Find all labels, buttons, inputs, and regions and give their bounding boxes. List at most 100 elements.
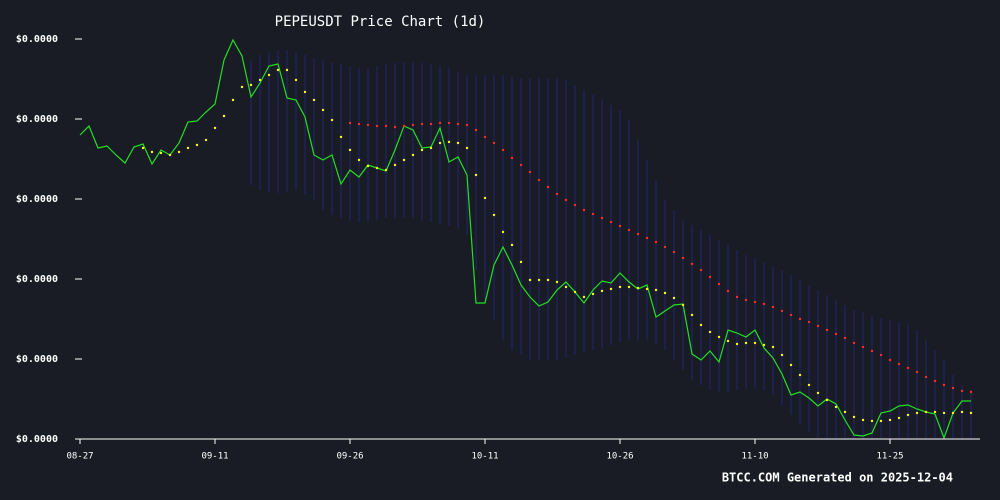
- average-dot: [393, 125, 397, 129]
- average-dot: [375, 166, 379, 170]
- average-dot: [708, 330, 712, 334]
- average-dot: [573, 203, 577, 207]
- average-dot: [879, 353, 883, 357]
- average-dot: [789, 363, 793, 367]
- average-dot: [384, 124, 388, 128]
- average-dot: [807, 320, 811, 324]
- average-dot: [762, 302, 766, 306]
- average-dot: [492, 141, 496, 145]
- average-dot: [951, 386, 955, 390]
- average-dot: [888, 418, 892, 422]
- average-dot: [528, 170, 532, 174]
- average-dot: [330, 118, 334, 122]
- average-dot: [816, 324, 820, 328]
- average-dot: [681, 303, 685, 307]
- average-dot: [474, 128, 478, 132]
- average-dot: [375, 124, 379, 128]
- average-dot: [717, 335, 721, 339]
- chart-title: PEPEUSDT Price Chart (1d): [275, 14, 486, 30]
- average-dot: [933, 379, 937, 383]
- average-dot: [258, 78, 262, 82]
- x-tick-label: 08-27: [66, 452, 93, 462]
- average-dot: [573, 290, 577, 294]
- average-dot: [834, 405, 838, 409]
- average-dot: [942, 383, 946, 387]
- average-dot: [717, 282, 721, 286]
- average-dot: [429, 146, 433, 150]
- average-dot: [798, 373, 802, 377]
- average-dot: [393, 163, 397, 167]
- average-dot: [618, 224, 622, 228]
- average-dot: [735, 342, 739, 346]
- average-dot: [663, 245, 667, 249]
- average-dot: [276, 68, 280, 72]
- average-dot: [501, 230, 505, 234]
- average-dot: [546, 185, 550, 189]
- average-dot: [960, 410, 964, 414]
- average-dot: [834, 332, 838, 336]
- average-dot: [798, 317, 802, 321]
- average-dot: [204, 138, 208, 142]
- average-dot: [609, 287, 613, 291]
- average-dot: [555, 192, 559, 196]
- average-dot: [969, 411, 973, 415]
- average-dot: [168, 153, 172, 157]
- average-dot: [672, 250, 676, 254]
- average-dot: [789, 313, 793, 317]
- average-dot: [411, 123, 415, 127]
- average-dot: [636, 286, 640, 290]
- plot-area: [79, 38, 973, 439]
- average-dot: [681, 256, 685, 260]
- average-dot: [321, 108, 325, 112]
- average-dot: [780, 309, 784, 313]
- y-tick-label: $0.0000: [16, 34, 58, 45]
- x-tick-label: 09-11: [201, 452, 228, 462]
- average-dot: [150, 150, 154, 154]
- average-dot: [906, 366, 910, 370]
- average-dot: [645, 236, 649, 240]
- average-dot: [825, 398, 829, 402]
- average-dot: [447, 121, 451, 125]
- average-dot: [744, 298, 748, 302]
- average-dot: [267, 73, 271, 77]
- average-dot: [456, 141, 460, 145]
- average-dot: [726, 339, 730, 343]
- average-dot: [780, 353, 784, 357]
- average-dot: [951, 411, 955, 415]
- average-dot: [519, 260, 523, 264]
- y-tick-label: $0.0000: [16, 114, 58, 125]
- x-tick-label: 11-10: [741, 452, 768, 462]
- average-dot: [465, 146, 469, 150]
- average-dot: [852, 341, 856, 345]
- average-dot: [825, 328, 829, 332]
- average-dot: [843, 410, 847, 414]
- average-dot: [357, 158, 361, 162]
- average-dot: [420, 122, 424, 126]
- average-dot: [213, 126, 217, 130]
- average-dot: [861, 418, 865, 422]
- average-dot: [438, 141, 442, 145]
- average-dot: [897, 416, 901, 420]
- average-dot: [492, 213, 496, 217]
- average-dot: [528, 278, 532, 282]
- average-dot: [753, 341, 757, 345]
- average-dot: [438, 121, 442, 125]
- average-dot: [600, 216, 604, 220]
- y-tick-label: $0.0000: [16, 354, 58, 365]
- average-dot: [411, 153, 415, 157]
- average-dot: [384, 168, 388, 172]
- average-dot: [231, 98, 235, 102]
- average-dot: [483, 135, 487, 139]
- average-dot: [645, 287, 649, 291]
- average-dot: [888, 358, 892, 362]
- average-dot: [429, 122, 433, 126]
- x-tick-label: 10-26: [606, 452, 633, 462]
- average-dot: [897, 362, 901, 366]
- average-dot: [357, 122, 361, 126]
- average-dot: [537, 178, 541, 182]
- average-dot: [609, 220, 613, 224]
- average-dot: [879, 419, 883, 423]
- average-dot: [420, 148, 424, 152]
- average-dot: [627, 285, 631, 289]
